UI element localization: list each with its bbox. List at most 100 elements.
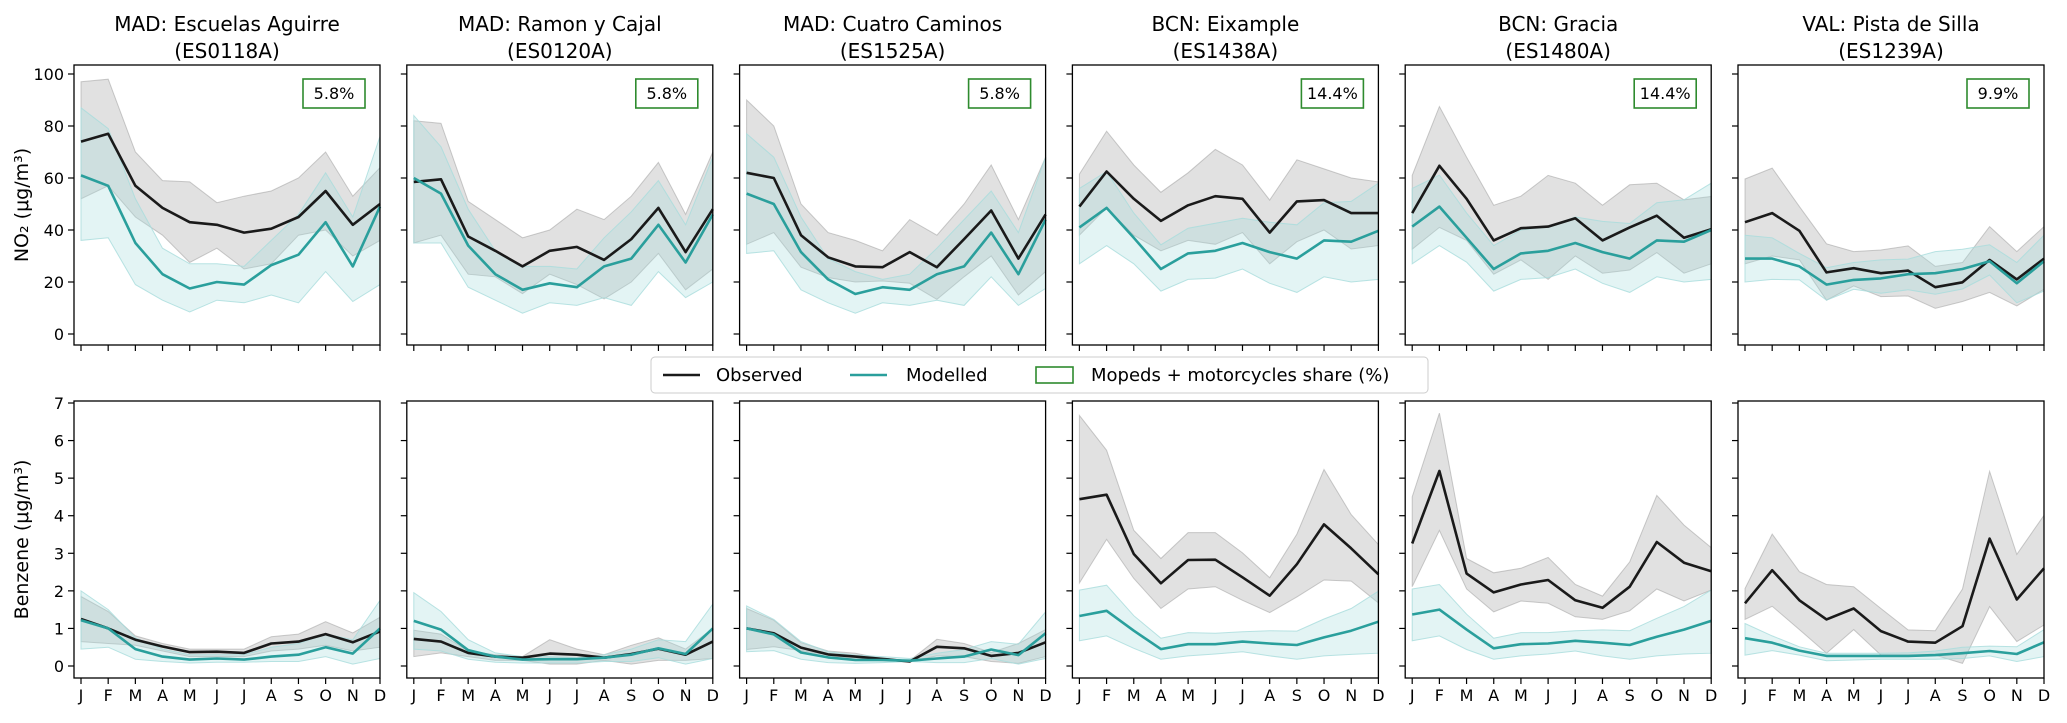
x-tick-label: M	[848, 686, 862, 705]
x-tick-label: A	[1821, 686, 1832, 705]
observed-line	[80, 617, 381, 655]
panel-station-code: (ES0118A)	[174, 39, 280, 63]
panel-station-code: (ES0120A)	[507, 39, 613, 63]
axes-frame	[73, 64, 381, 346]
share-box	[634, 78, 699, 109]
x-tick-label: J	[574, 686, 580, 705]
y-tick-label: 2	[54, 582, 64, 601]
x-tick-label: J	[214, 686, 220, 705]
x-tick-label: M	[1127, 686, 1141, 705]
modelled-line	[80, 618, 381, 661]
x-tick-label: S	[1292, 686, 1302, 705]
x-tick-label: F	[769, 686, 778, 705]
x-tick-label: J	[1742, 686, 1748, 705]
x-tick-label: F	[1102, 686, 1111, 705]
legend-share-swatch	[1035, 366, 1074, 384]
y-tick-label: 80	[44, 117, 64, 136]
axes-frame	[1071, 64, 1380, 346]
y-tick-label: 7	[54, 394, 64, 413]
x-tick-label: D	[1372, 686, 1384, 705]
observed-range-band	[1078, 413, 1379, 614]
axes-frame	[1404, 400, 1712, 679]
modelled-line	[80, 174, 382, 290]
modelled-line	[1411, 608, 1712, 650]
axes-frame	[1071, 400, 1380, 679]
x-tick-label: A	[1264, 686, 1275, 705]
x-tick-label: M	[128, 686, 142, 705]
axes-frame	[738, 400, 1047, 679]
observed-range-band	[1744, 469, 2045, 665]
observed-line	[1079, 493, 1380, 597]
x-tick-label: O	[985, 686, 998, 705]
x-tick-label: N	[1345, 686, 1357, 705]
panel-station-code: (ES1525A)	[840, 39, 946, 63]
x-tick-label: A	[490, 686, 501, 705]
axes-frame	[1404, 64, 1712, 346]
y-tick-label: 5	[54, 469, 64, 488]
x-tick-label: M	[516, 686, 530, 705]
x-tick-label: D	[2038, 686, 2050, 705]
observed-line	[1411, 164, 1712, 242]
share-label: 5.8%	[646, 84, 687, 103]
x-tick-label: A	[266, 686, 277, 705]
y-tick-label: 6	[54, 432, 64, 451]
panel-title: BCN: Eixample	[1152, 12, 1300, 36]
x-tick-label: J	[1212, 686, 1218, 705]
observed-line	[413, 178, 714, 268]
x-tick-label: O	[1651, 686, 1664, 705]
observed-line	[80, 132, 381, 234]
panel-title: MAD: Cuatro Caminos	[783, 12, 1002, 36]
x-tick-label: J	[879, 686, 885, 705]
y-tick-label: 0	[54, 325, 64, 344]
x-tick-label: J	[1409, 686, 1415, 705]
x-tick-label: D	[1705, 686, 1717, 705]
modelled-line	[746, 192, 1047, 296]
panel-title: MAD: Escuelas Aguirre	[114, 12, 340, 36]
x-tick-label: S	[1625, 686, 1635, 705]
x-tick-label: M	[1181, 686, 1195, 705]
x-tick-label: F	[1435, 686, 1444, 705]
panel-title: VAL: Pista de Silla	[1802, 12, 1979, 36]
modelled-line	[1411, 205, 1712, 271]
axes-frame	[73, 400, 381, 679]
x-tick-label: M	[1514, 686, 1528, 705]
share-label: 14.4%	[1307, 84, 1358, 103]
panel-no2-3: 14.4%	[1066, 64, 1380, 351]
share-box	[967, 78, 1032, 109]
modelled-line	[1745, 257, 2045, 286]
observed-line	[1078, 170, 1379, 234]
observed-line	[1744, 211, 2045, 289]
modelled-line	[746, 627, 1047, 662]
modelled-line	[1744, 636, 2045, 658]
panel-title: BCN: Gracia	[1498, 12, 1618, 36]
x-tick-label: J	[1076, 686, 1082, 705]
panel-no2-1: 5.8%	[400, 64, 714, 351]
observed-range-band	[1411, 412, 1712, 620]
share-label: 5.8%	[979, 84, 1020, 103]
x-tick-label: D	[1039, 686, 1051, 705]
x-tick-label: O	[1318, 686, 1331, 705]
x-tick-label: A	[1488, 686, 1499, 705]
legend-share-label: Mopeds + motorcycles share (%)	[1091, 365, 1389, 386]
x-tick-label: S	[1957, 686, 1967, 705]
share-label: 5.8%	[314, 84, 355, 103]
axes-frame	[1737, 400, 2045, 679]
x-tick-label: A	[1930, 686, 1941, 705]
x-tick-label: J	[1572, 686, 1578, 705]
axes-frame	[406, 64, 714, 346]
x-tick-label: A	[599, 686, 610, 705]
ylabel-no2: NO₂ (μg/m³)	[11, 148, 33, 262]
y-tick-label: 20	[44, 273, 64, 292]
observed-line	[746, 171, 1047, 269]
x-tick-label: A	[823, 686, 834, 705]
x-tick-label: N	[680, 686, 692, 705]
modelled-line	[1079, 609, 1379, 651]
x-tick-label: F	[104, 686, 113, 705]
share-box	[302, 78, 366, 109]
observed-line	[1410, 469, 1712, 610]
share-label: 14.4%	[1640, 84, 1691, 103]
